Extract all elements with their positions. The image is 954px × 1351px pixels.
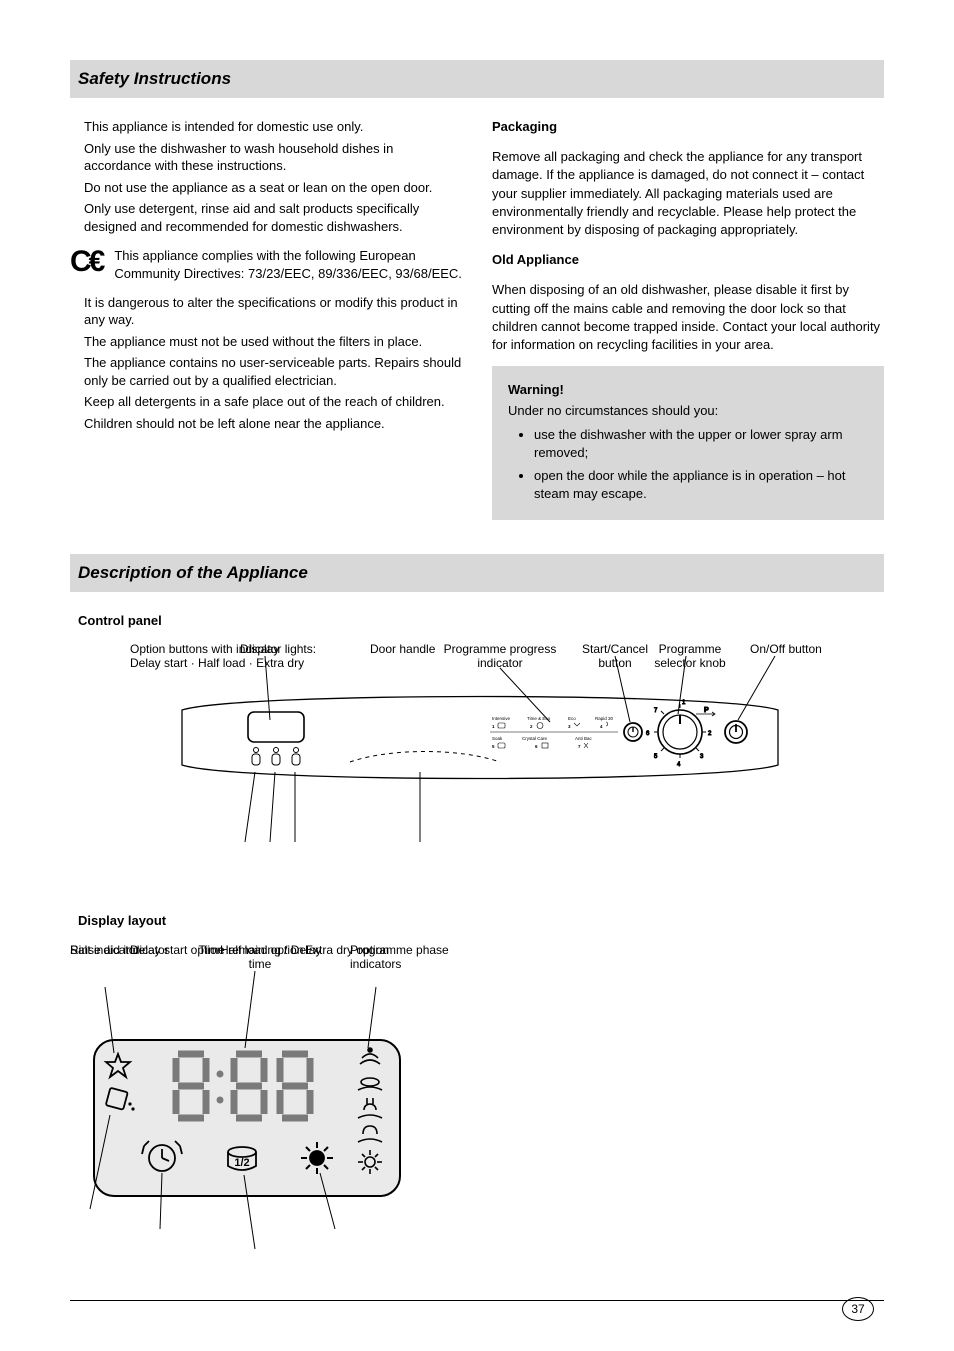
list-item: It is dangerous to alter the specificati… xyxy=(84,294,462,329)
section-heading-description: Description of the Appliance xyxy=(70,554,884,592)
lcd-diagram: Rinse aid indicator Time remaining / Del… xyxy=(70,943,884,1273)
list-item: Only use the dishwasher to wash househol… xyxy=(84,140,462,175)
warning-title: Warning! xyxy=(508,382,868,397)
list-item: This appliance is intended for domestic … xyxy=(84,118,462,136)
display-heading: Display layout xyxy=(78,912,884,930)
opt2: Half load xyxy=(198,656,245,670)
label-handle: Door handle xyxy=(370,642,435,656)
list-item: open the door while the appliance is in … xyxy=(534,467,868,502)
section-heading-safety: Safety Instructions xyxy=(70,60,884,98)
list-item: use the dishwasher with the upper or low… xyxy=(534,426,868,461)
section-title: Description of the Appliance xyxy=(78,563,308,583)
warning-intro: Under no circumstances should you: xyxy=(508,403,868,418)
old-appliance-text: When disposing of an old dishwasher, ple… xyxy=(492,281,884,354)
options-intro: Option buttons with indicator lights: xyxy=(130,642,316,656)
warning-bullets: use the dishwasher with the upper or low… xyxy=(508,426,868,502)
ce-text: This appliance complies with the followi… xyxy=(114,247,462,283)
section-title: Safety Instructions xyxy=(78,69,231,89)
list-item: The appliance must not be used without t… xyxy=(84,333,462,351)
safety-bullet-list: This appliance is intended for domestic … xyxy=(70,118,462,235)
two-column-body: This appliance is intended for domestic … xyxy=(70,118,884,534)
packaging-text: Remove all packaging and check the appli… xyxy=(492,148,884,239)
right-column: Packaging Remove all packaging and check… xyxy=(492,118,884,534)
opt3: Extra dry xyxy=(256,656,304,670)
control-panel-diagram: Display Programme progress indicator Sta… xyxy=(70,642,884,902)
subheading-old-appliance: Old Appliance xyxy=(492,251,884,269)
ce-row: C€ This appliance complies with the foll… xyxy=(70,247,462,283)
page-number-value: 37 xyxy=(851,1302,864,1316)
footer-rule xyxy=(70,1300,884,1301)
list-item: Keep all detergents in a safe place out … xyxy=(84,393,462,411)
left-column: This appliance is intended for domestic … xyxy=(70,118,462,534)
page-number: 37 xyxy=(842,1297,874,1321)
opt1: Delay start xyxy=(130,656,187,670)
safety-bullet-list-2: It is dangerous to alter the specificati… xyxy=(70,294,462,433)
list-item: Only use detergent, rinse aid and salt p… xyxy=(84,200,462,235)
label-options: Option buttons with indicator lights: De… xyxy=(130,642,350,670)
list-item: Children should not be left alone near t… xyxy=(84,415,462,433)
lcd-callout-arrows xyxy=(70,943,490,1273)
subheading-packaging: Packaging xyxy=(492,118,884,136)
panel-callout-arrows xyxy=(70,642,884,902)
warning-box: Warning! Under no circumstances should y… xyxy=(492,366,884,520)
list-item: Do not use the appliance as a seat or le… xyxy=(84,179,462,197)
list-item: The appliance contains no user-serviceab… xyxy=(84,354,462,389)
panel-heading: Control panel xyxy=(78,612,884,630)
ce-mark-icon: C€ xyxy=(70,247,102,277)
